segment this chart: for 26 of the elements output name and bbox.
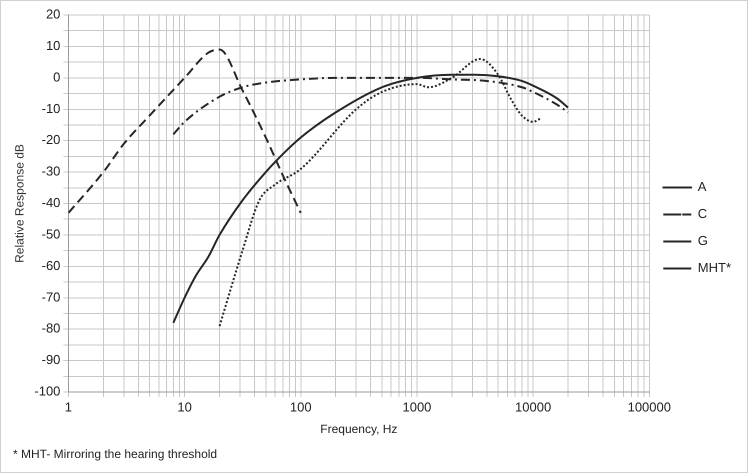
legend-label: G	[698, 233, 708, 248]
y-tick-label: -40	[42, 195, 60, 210]
legend-label: C	[698, 206, 708, 222]
y-tick-label: -70	[42, 289, 60, 304]
y-tick-label: -20	[42, 132, 60, 148]
y-tick-label: 10	[46, 38, 60, 53]
x-tick-label: 1	[64, 399, 72, 414]
x-axis-title: Frequency, Hz	[320, 422, 398, 436]
x-tick-label: 1000	[402, 399, 432, 414]
y-tick-label: -100	[34, 384, 60, 399]
y-tick-label: 0	[53, 69, 60, 84]
legend-label: A	[698, 179, 707, 194]
x-tick-label: 10	[177, 399, 192, 414]
y-tick-label: -30	[42, 164, 60, 179]
y-tick-label: -10	[42, 100, 60, 116]
y-tick-label: -80	[42, 320, 60, 336]
x-tick-label: 100	[290, 399, 312, 414]
y-tick-label: -90	[42, 352, 60, 368]
x-tick-label: 10000	[515, 399, 552, 414]
y-tick-label: -60	[42, 258, 60, 273]
y-tick-label: 20	[46, 6, 60, 22]
y-axis-title: Relative Response dB	[12, 144, 27, 263]
legend-label: MHT*	[698, 260, 731, 276]
x-tick-label: 100000	[628, 399, 671, 414]
y-tick-label: -50	[42, 226, 60, 242]
text: * MHT- Mirroring the hearing threshold	[13, 447, 218, 461]
